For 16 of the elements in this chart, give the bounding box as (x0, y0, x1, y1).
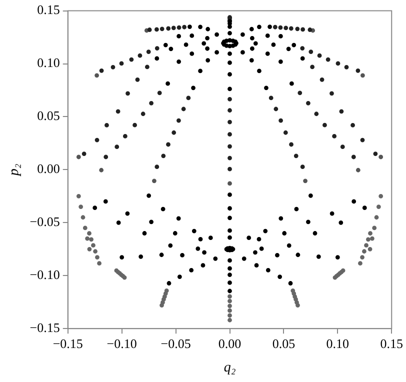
y-tick-label: −0.05 (30, 214, 60, 230)
y-tick-label: 0.00 (37, 161, 60, 176)
x-tick-label: −0.05 (160, 336, 191, 351)
x-tick-label: 0.05 (272, 336, 296, 351)
y-tick-label: −0.10 (30, 267, 60, 282)
x-tick-label: 0.00 (218, 336, 242, 351)
y-axis-title: p₂ (7, 164, 22, 177)
x-tick-label: 0.15 (380, 336, 403, 351)
y-tick-label: −0.15 (30, 320, 60, 336)
x-tick-label: −0.10 (106, 336, 137, 351)
y-tick-label: 0.05 (37, 108, 60, 124)
y-tick-label: 0.15 (37, 2, 60, 18)
x-axis-title: q₂ (224, 360, 236, 376)
x-tick-label: 0.10 (326, 336, 350, 351)
x-tick-label: −0.15 (52, 336, 83, 351)
y-tick-label: 0.10 (37, 55, 60, 70)
